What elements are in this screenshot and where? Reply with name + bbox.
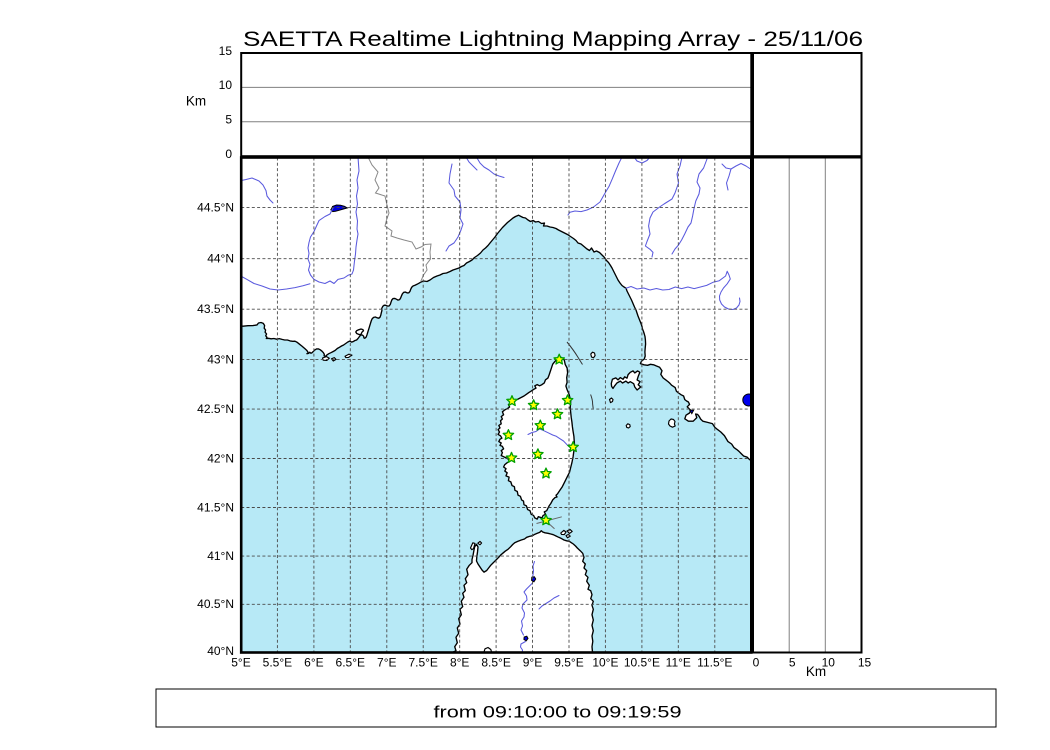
svg-text:5.5°E: 5.5°E <box>263 656 292 670</box>
svg-text:0: 0 <box>225 147 232 161</box>
svg-text:15: 15 <box>858 656 872 670</box>
svg-text:43°N: 43°N <box>207 352 234 366</box>
svg-text:41.5°N: 41.5°N <box>197 500 234 514</box>
svg-text:10: 10 <box>219 78 233 92</box>
svg-text:8°E: 8°E <box>450 656 469 670</box>
svg-text:11.5°E: 11.5°E <box>697 656 732 670</box>
svg-text:7.5°E: 7.5°E <box>408 656 437 670</box>
svg-text:7°E: 7°E <box>377 656 396 670</box>
svg-text:11°E: 11°E <box>666 656 691 670</box>
svg-text:10.5°E: 10.5°E <box>624 656 660 670</box>
svg-text:44.5°N: 44.5°N <box>197 201 234 215</box>
svg-text:42°N: 42°N <box>207 451 234 465</box>
svg-text:5: 5 <box>789 656 796 670</box>
svg-text:41°N: 41°N <box>207 549 234 563</box>
svg-text:9.5°E: 9.5°E <box>554 656 583 670</box>
svg-text:6°E: 6°E <box>304 656 323 670</box>
svg-text:10°E: 10°E <box>592 656 618 670</box>
svg-text:from 09:10:00 to 09:19:59: from 09:10:00 to 09:19:59 <box>434 704 682 722</box>
svg-text:6.5°E: 6.5°E <box>336 656 365 670</box>
svg-text:Km: Km <box>186 94 206 109</box>
svg-text:5°E: 5°E <box>231 656 250 670</box>
svg-text:42.5°N: 42.5°N <box>197 402 234 416</box>
svg-text:15: 15 <box>219 44 233 58</box>
svg-text:40.5°N: 40.5°N <box>197 597 234 611</box>
svg-text:10: 10 <box>822 656 836 670</box>
svg-text:43.5°N: 43.5°N <box>197 302 234 316</box>
svg-text:5: 5 <box>225 113 232 127</box>
svg-text:40°N: 40°N <box>207 644 234 658</box>
svg-text:Km: Km <box>806 664 826 679</box>
svg-text:0: 0 <box>753 656 760 670</box>
svg-text:9°E: 9°E <box>523 656 542 670</box>
svg-text:SAETTA Realtime Lightning Mapp: SAETTA Realtime Lightning Mapping Array … <box>243 27 863 51</box>
svg-text:8.5°E: 8.5°E <box>481 656 510 670</box>
svg-text:44°N: 44°N <box>207 252 234 266</box>
